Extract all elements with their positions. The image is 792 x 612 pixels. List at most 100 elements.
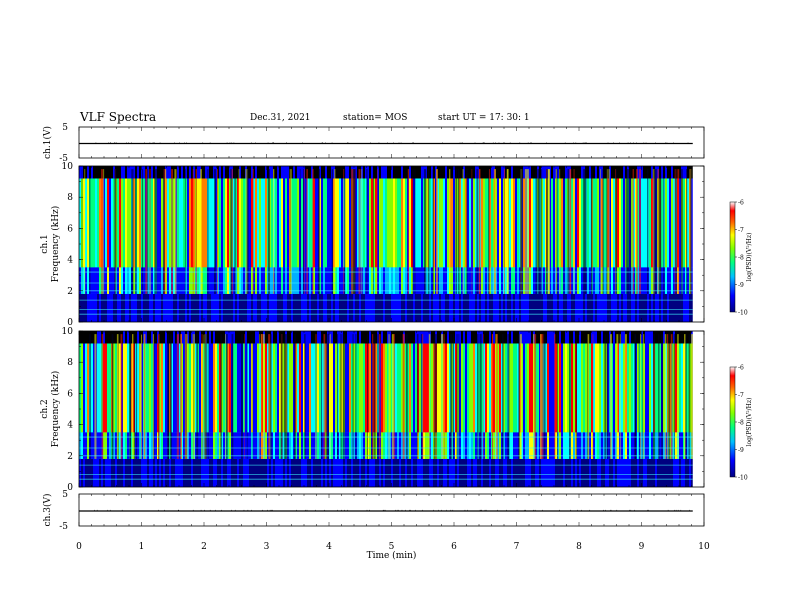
spectrogram-cell <box>223 293 225 322</box>
spectrogram-cell <box>551 267 553 294</box>
spectrogram-cell <box>459 267 461 294</box>
spectrogram-cell <box>329 267 331 294</box>
spectrogram-cell <box>421 293 423 322</box>
spectrogram-streak <box>685 334 687 459</box>
spectrogram-cell <box>93 293 95 322</box>
spectrogram-cell <box>637 458 639 487</box>
spectrogram-cell <box>103 343 105 433</box>
spectrogram-cell <box>351 458 353 487</box>
spectrogram-cell <box>185 293 187 322</box>
spectrogram-cell <box>637 293 639 322</box>
spectrogram-streak <box>234 169 236 294</box>
spectrogram-cell <box>633 178 635 268</box>
spectrogram-cell <box>443 267 445 294</box>
spectrogram-cell <box>585 458 587 487</box>
spectrogram-cell <box>643 178 645 268</box>
colorbar-tick-label: -10 <box>738 475 748 482</box>
spectrogram-streak <box>691 334 694 459</box>
spectrogram-cell <box>551 331 553 344</box>
spectrogram-cell <box>579 178 581 268</box>
spectrogram-cell <box>459 331 461 344</box>
spectrogram-streak <box>506 169 508 294</box>
spectrogram-cell <box>133 458 135 487</box>
spectrogram-cell <box>465 178 467 268</box>
spectrogram-cell <box>169 267 171 294</box>
spectrogram-cell <box>321 267 323 294</box>
spectrogram-streak <box>251 334 253 459</box>
spectrogram-streak <box>231 169 233 294</box>
spectrogram-cell <box>589 293 591 322</box>
spectrogram-cell <box>387 331 389 344</box>
spectrogram-cell <box>393 166 395 179</box>
spectrogram-cell <box>679 432 681 459</box>
spectrogram-cell <box>517 432 519 459</box>
y-axis-label: Frequency (kHz) <box>50 371 61 448</box>
spectrogram-cell <box>235 293 237 322</box>
spectrogram-streak <box>141 169 143 294</box>
spectrogram-cell <box>301 267 303 294</box>
spectrogram-cell <box>355 458 357 487</box>
spectrogram-cell <box>517 293 519 322</box>
spectrogram-cell <box>313 267 315 294</box>
spectrogram-cell <box>399 432 401 459</box>
spectrogram-cell <box>531 458 533 487</box>
spectrogram-streak <box>366 169 368 294</box>
spectrogram-cell <box>509 331 511 344</box>
spectrogram-cell <box>633 293 635 322</box>
spectrogram-cell <box>679 343 681 433</box>
spectrogram-cell <box>313 458 315 487</box>
spectrogram-cell <box>669 166 671 179</box>
spectrogram-cell <box>641 178 643 268</box>
spectrogram-cell <box>651 293 653 322</box>
x-tick-label: 10 <box>698 542 710 552</box>
spectrogram-cell <box>277 166 279 179</box>
spectrogram-cell <box>147 293 149 322</box>
spectrogram-cell <box>461 293 463 322</box>
spectrogram-cell <box>633 458 635 487</box>
spectrogram-cell <box>407 458 409 487</box>
spectrogram-cell <box>621 178 623 268</box>
x-tick-label: 0 <box>76 542 82 552</box>
spectrogram-cell <box>157 458 159 487</box>
spectrogram-cell <box>341 267 343 294</box>
spectrogram-cell <box>651 178 653 268</box>
spectrogram-cell <box>599 178 601 268</box>
spectrogram-cell <box>371 166 373 179</box>
spectrogram-cell <box>137 343 139 433</box>
spectrogram-cell <box>387 432 389 459</box>
spectrogram-cell <box>159 267 161 294</box>
spectrogram-cell <box>489 458 491 487</box>
spectrogram-cell <box>567 432 569 459</box>
spectrogram-streak <box>479 334 482 459</box>
spectrogram-cell <box>79 331 81 344</box>
spectrogram-streak <box>609 334 611 459</box>
spectrogram-cell <box>505 267 507 294</box>
spectrogram-cell <box>355 166 357 179</box>
spectrogram-cell <box>211 293 213 322</box>
spectrogram-cell <box>129 166 131 179</box>
spectrogram-cell <box>603 331 605 344</box>
spectrogram-cell <box>457 432 459 459</box>
spectrogram-cell <box>195 458 197 487</box>
spectrogram-cell <box>173 343 175 433</box>
spectrogram-cell <box>253 166 255 179</box>
spectrogram-streak <box>377 169 378 294</box>
spectrogram-cell <box>361 458 363 487</box>
spectrogram-cell <box>433 458 435 487</box>
spectrogram-cell <box>451 166 453 179</box>
spectrogram-cell <box>85 343 87 433</box>
spectrogram-cell <box>97 178 99 268</box>
spectrogram-cell <box>275 293 277 322</box>
spectrogram-cell <box>245 293 247 322</box>
spectrogram-streak <box>452 334 454 459</box>
spectrogram-cell <box>183 458 185 487</box>
spectrogram-cell <box>671 293 673 322</box>
spectrogram-cell <box>529 331 531 344</box>
spectrogram-cell <box>389 343 391 433</box>
spectrogram-cell <box>491 458 493 487</box>
spectrogram-cell <box>159 458 161 487</box>
spectrogram-cell <box>633 166 635 179</box>
spectrogram-streak <box>207 169 209 294</box>
spectrogram-cell <box>529 267 531 294</box>
spectrogram-cell <box>121 458 123 487</box>
